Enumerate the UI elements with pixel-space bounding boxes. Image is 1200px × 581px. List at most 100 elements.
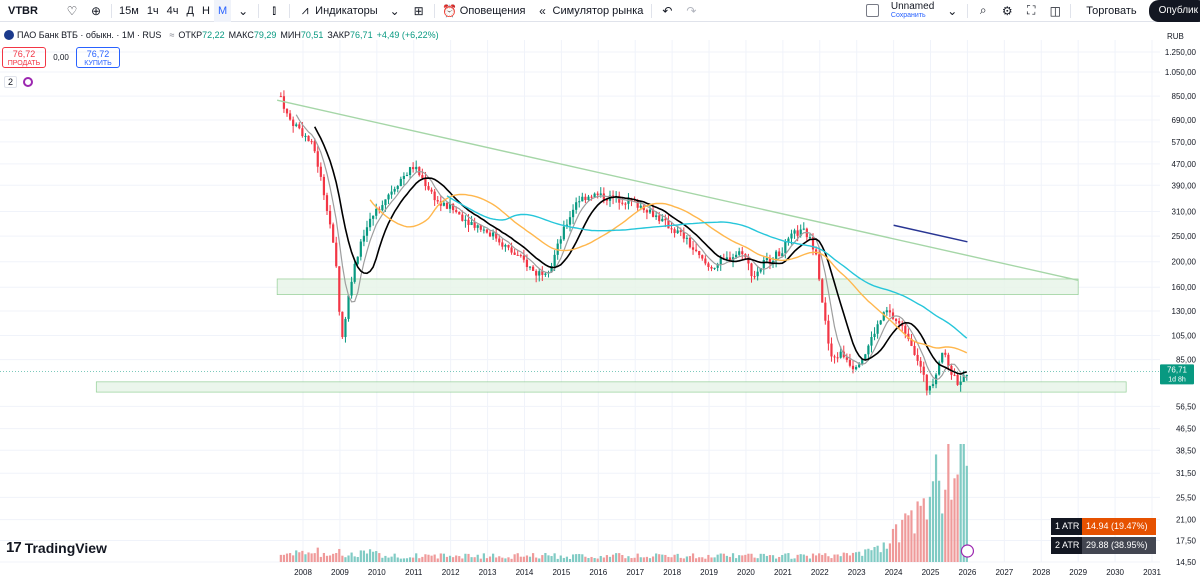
chart-type-icon[interactable]: ⫾ [272,3,277,17]
candle-body [535,270,538,276]
indicator-visibility-icon[interactable] [23,77,34,87]
volume-bar [571,554,575,562]
time-tick-label: 2020 [737,568,755,577]
candle-body [559,239,562,244]
settings-gear-icon[interactable]: ⚙ [1001,3,1013,18]
time-tick-label: 2010 [368,568,386,577]
volume-bar [611,554,615,562]
sell-label: ПРОДАТЬ [7,60,41,67]
indicators-button[interactable]: ⩘ Индикаторы [293,0,383,22]
alerts-button[interactable]: ⏰ Оповещения [438,0,531,22]
high-value: 79,29 [253,30,277,40]
sell-button[interactable]: 76,72 ПРОДАТЬ [2,47,46,68]
close-label: ЗАКР [327,30,351,40]
tradingview-mark-icon: 17 [6,539,22,556]
low-label: МИН [280,30,301,40]
candle-body [830,343,833,357]
buy-button[interactable]: 76,72 КУПИТЬ [76,47,120,68]
candle-body [735,254,738,258]
alert-clock-icon: ⏰ [442,3,458,18]
volume-bar [445,556,449,562]
candle-body [695,249,698,251]
layout-name[interactable]: Unnamed Сохранить [885,0,940,20]
timeframe-1h[interactable]: 1ч [146,4,159,17]
candle-body [405,174,409,177]
candle-body [725,257,728,259]
trade-button[interactable]: Торговать [1086,4,1137,17]
symbol-search[interactable]: VTBR [8,4,38,17]
snapshot-camera-icon[interactable]: ◫ [1049,3,1061,18]
candle-body [522,255,525,260]
volume-bar [741,555,744,562]
volume-bar [762,553,765,562]
quick-search-icon[interactable]: ⌕ [979,3,987,17]
price-tick-label: 690,00 [1172,116,1197,125]
brand-text: TradingView [24,539,107,556]
publish-button[interactable]: Опублик [1148,0,1200,22]
instrument-name[interactable]: ПАО Банк ВТБ · обыкн. · 1М · RUS [17,30,162,40]
volume-bar [913,533,916,562]
candle-body [941,352,944,363]
redo-icon[interactable]: ↷ [686,3,697,18]
candle-body [824,302,827,321]
candle-body [399,178,402,187]
time-tick-label: 2009 [331,568,349,577]
volume-bar [959,444,962,562]
candle-body [279,96,282,98]
replay-button[interactable]: « Симулятор рынка [530,0,648,22]
fullscreen-icon[interactable]: ⛶ [1027,3,1036,17]
volume-bar [359,550,362,562]
templates-icon[interactable]: ⊞ [413,3,424,18]
volume-bar [639,557,642,562]
price-tick-label: 200,00 [1172,258,1197,267]
layout-name-text: Unnamed [890,0,935,12]
volume-bar [722,553,725,562]
candle-body [664,218,667,221]
timeframe-day[interactable]: Д [186,4,194,17]
volume-bar [833,554,836,562]
volume-bar [439,553,442,562]
ma-teal [446,195,968,339]
add-symbol-icon[interactable]: ⊕ [90,3,102,18]
undo-icon[interactable]: ↶ [662,3,673,18]
tradingview-logo[interactable]: 17 TradingView [6,539,107,556]
candle-body [861,359,864,365]
candle-body [390,191,393,195]
currency-label[interactable]: RUB [1167,32,1184,41]
quick-trade-panel: 76,72 ПРОДАТЬ 0,00 76,72 КУПИТЬ [2,47,120,68]
volume-bar [651,556,655,562]
volume-bar [415,553,418,562]
layout-dropdown-icon[interactable]: ⌄ [947,3,958,18]
timeframe-week[interactable]: Н [201,4,210,17]
compare-icon[interactable]: ♡ [66,3,78,18]
volume-bar [735,558,738,562]
divider [258,3,260,18]
volume-bar [836,554,839,562]
volume-bar [332,553,335,562]
candle-body [412,167,415,170]
timeframe-4h[interactable]: 4ч [166,4,179,17]
layout-checkbox[interactable] [865,4,879,17]
volume-bar [488,556,492,562]
candle-body [891,312,895,319]
candles [279,90,968,396]
timeframe-month[interactable]: М [213,0,232,22]
candle-body [944,352,947,355]
candle-body [304,135,307,137]
candle-body [962,375,965,382]
candle-body [808,237,812,239]
candle-body [750,263,753,277]
timeframe-15m[interactable]: 15м [119,4,139,17]
volume-bar [458,556,461,562]
indicators-dropdown-icon[interactable]: ⌄ [389,3,400,18]
candle-body [753,276,756,278]
candle-body [282,96,286,109]
open-value: 72,22 [202,30,225,40]
candle-body [353,263,356,282]
volume-bar [858,551,861,562]
timeframe-dropdown-icon[interactable]: ⌄ [238,3,249,18]
volume-bar [938,480,941,562]
candle-body [759,268,762,272]
indicators-toggle[interactable]: 2 [4,76,34,88]
